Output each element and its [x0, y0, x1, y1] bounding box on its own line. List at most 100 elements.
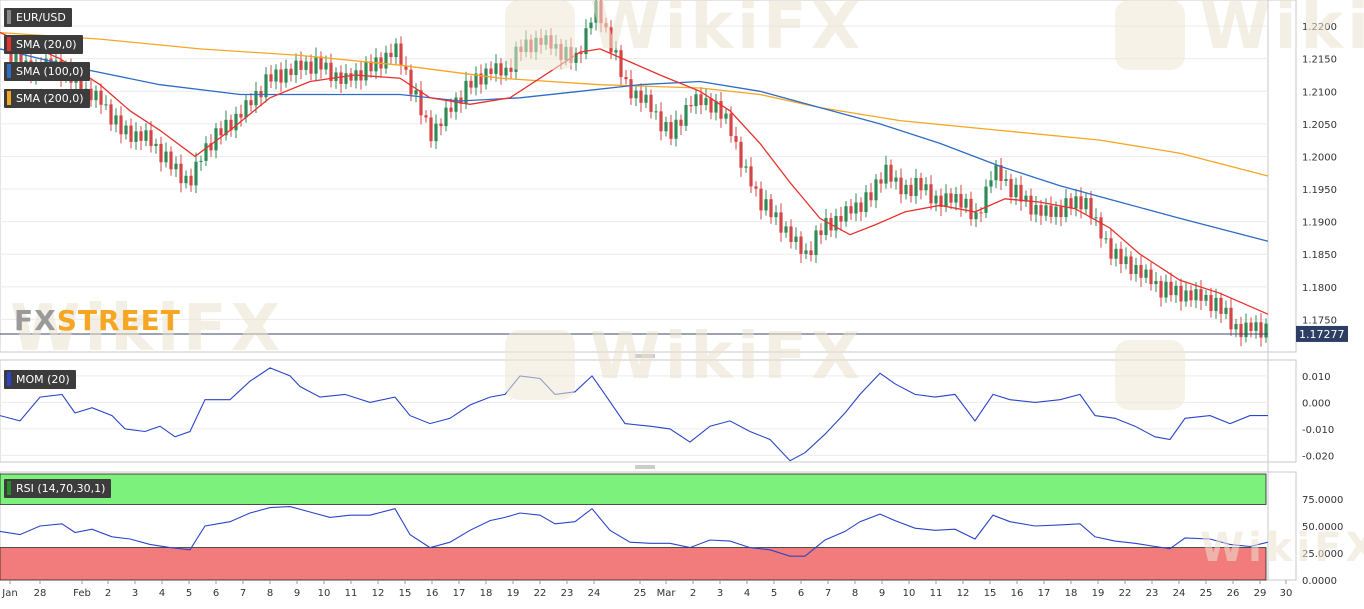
- candle-body: [1204, 295, 1208, 301]
- x-axis-label: 3: [132, 588, 138, 599]
- candle-body: [559, 44, 563, 61]
- candle-body: [119, 115, 123, 135]
- candle-body: [1189, 290, 1193, 301]
- candle-body: [1024, 195, 1028, 202]
- candle-body: [499, 63, 503, 76]
- candle-body: [1079, 196, 1083, 210]
- sma200-swatch: [7, 91, 11, 105]
- candle-body: [104, 104, 108, 106]
- mom-label[interactable]: MOM (20): [4, 370, 76, 389]
- candle-body: [144, 130, 148, 141]
- last-price-tag-text: 1.17277: [1299, 328, 1345, 341]
- candle-body: [1264, 323, 1268, 338]
- x-axis-label: 2: [690, 588, 696, 599]
- candle-body: [1089, 198, 1093, 219]
- sma100-label[interactable]: SMA (100,0): [4, 62, 90, 81]
- mom-line: [0, 367, 1268, 462]
- candle-body: [349, 73, 353, 81]
- candle-body: [1004, 178, 1008, 181]
- candle-body: [644, 94, 648, 103]
- candle-body: [714, 101, 718, 113]
- candle-body: [689, 105, 693, 107]
- sma20-label-text: SMA (20,0): [16, 38, 77, 51]
- candle-body: [1224, 307, 1228, 314]
- candle-body: [984, 186, 988, 213]
- rsi-label-text: RSI (14,70,30,1): [16, 482, 106, 495]
- candle-body: [504, 67, 508, 76]
- candle-body: [324, 62, 328, 70]
- candle-body: [1234, 324, 1238, 330]
- x-axis-label: 26: [1227, 588, 1240, 599]
- candle-body: [1119, 248, 1123, 265]
- candle-body: [704, 98, 708, 106]
- mom-swatch: [7, 372, 11, 386]
- x-axis-label: 6: [213, 588, 219, 599]
- candle-body: [1029, 195, 1033, 215]
- main-pane-frame: [0, 0, 1297, 353]
- mom-pane-frame: [0, 359, 1297, 463]
- main-y-tick-label: 1.1900: [1302, 218, 1337, 229]
- x-axis-label: 6: [798, 588, 804, 599]
- candle-body: [554, 44, 558, 49]
- candle-body: [809, 250, 813, 256]
- candle-body: [884, 164, 888, 184]
- candle-body: [1214, 297, 1218, 312]
- main-y-tick-label: 1.2150: [1302, 55, 1337, 66]
- candle-body: [759, 188, 763, 211]
- candle-body: [289, 68, 293, 76]
- x-axis-label: 17: [1038, 588, 1051, 599]
- candle-body: [909, 184, 913, 197]
- candle-body: [399, 43, 403, 66]
- candle-body: [939, 195, 943, 207]
- candle-body: [454, 97, 458, 112]
- x-axis-label: Feb: [73, 588, 91, 599]
- candle-body: [1249, 322, 1253, 331]
- candle-body: [629, 79, 633, 99]
- candle-body: [134, 131, 138, 142]
- candle-body: [639, 90, 643, 103]
- rsi-y-tick-label: 0.0000: [1302, 576, 1337, 587]
- candle-body: [534, 37, 538, 53]
- candle-body: [1159, 280, 1163, 298]
- candle-body: [694, 94, 698, 107]
- fxstreet-logo-street: STREET: [56, 304, 181, 337]
- candle-body: [819, 230, 823, 236]
- candle-body: [579, 52, 583, 54]
- candle-body: [194, 161, 198, 186]
- candle-body: [879, 179, 883, 184]
- rsi-label[interactable]: RSI (14,70,30,1): [4, 479, 112, 498]
- candle-body: [1149, 269, 1153, 285]
- symbol-label[interactable]: EUR/USD: [4, 8, 72, 27]
- sma200-label[interactable]: SMA (200,0): [4, 89, 90, 108]
- candle-body: [1074, 196, 1078, 209]
- candle-body: [1104, 238, 1108, 240]
- x-axis-label: 9: [294, 588, 300, 599]
- x-axis-label: 16: [426, 588, 439, 599]
- candle-body: [664, 122, 668, 132]
- candle-body: [679, 119, 683, 126]
- candle-body: [364, 61, 368, 81]
- candle-body: [389, 52, 393, 58]
- x-axis-label: 7: [825, 588, 831, 599]
- x-axis-label: 2: [105, 588, 111, 599]
- candle-body: [784, 226, 788, 233]
- last-price-tag: [1296, 325, 1348, 342]
- mom-y-tick-label: -0.020: [1302, 451, 1334, 462]
- x-axis-label: 5: [771, 588, 777, 599]
- candle-body: [764, 199, 768, 211]
- candle-body: [489, 68, 493, 74]
- candle-body: [799, 236, 803, 254]
- fxstreet-logo-fx: FX: [14, 304, 57, 337]
- x-axis-label: 18: [480, 588, 493, 599]
- candle-body: [429, 117, 433, 142]
- x-axis-label: Jan: [1, 588, 17, 599]
- candle-body: [949, 193, 953, 203]
- x-axis-label: 12: [372, 588, 385, 599]
- sma20-label[interactable]: SMA (20,0): [4, 35, 83, 54]
- x-axis-label: 9: [879, 588, 885, 599]
- candle-body: [654, 111, 658, 113]
- candle-body: [109, 104, 113, 125]
- sma20-swatch: [7, 37, 11, 51]
- candle-body: [864, 192, 868, 212]
- candle-body: [394, 43, 398, 58]
